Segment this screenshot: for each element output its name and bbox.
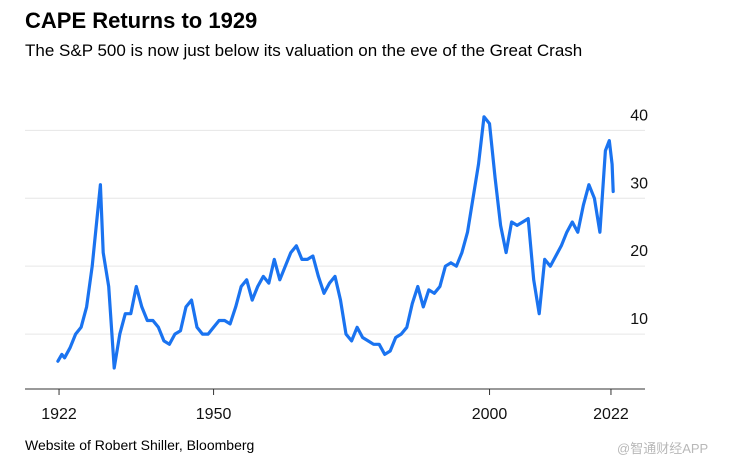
x-tick-label-1950: 1950 <box>196 406 232 423</box>
y-tick-label-20: 20 <box>630 243 648 260</box>
y-tick-label-40: 40 <box>630 107 648 124</box>
source-note: Website of Robert Shiller, Bloomberg <box>25 437 255 453</box>
x-tick-label-2000: 2000 <box>472 406 508 423</box>
x-axis <box>25 388 645 395</box>
cape-series-line <box>56 115 615 370</box>
x-tick-label-2022: 2022 <box>593 406 629 423</box>
series-layer <box>56 115 615 370</box>
tick-labels: 10 20 30 40 1922 1950 2000 2022 <box>41 107 648 423</box>
x-tick-label-1922: 1922 <box>41 406 77 423</box>
chart-title: CAPE Returns to 1929 <box>25 8 258 33</box>
y-tick-label-10: 10 <box>630 311 648 328</box>
watermark: @智通财经APP <box>617 441 709 456</box>
chart-subtitle: The S&P 500 is now just below its valuat… <box>25 41 583 60</box>
y-tick-label-30: 30 <box>630 175 648 192</box>
grid-lines <box>25 129 645 335</box>
